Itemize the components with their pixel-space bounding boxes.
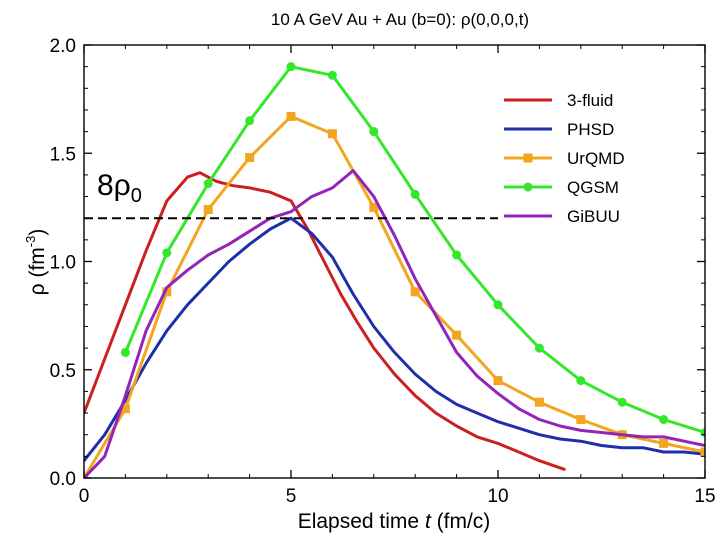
data-point-urqmd [245, 153, 255, 163]
data-point-qgsm [452, 250, 462, 260]
data-point-qgsm [659, 415, 669, 425]
legend-marker-qgsm [523, 182, 533, 192]
data-point-urqmd [203, 205, 213, 215]
series-line-phsd [84, 216, 705, 463]
data-point-qgsm [162, 248, 172, 258]
series-line-urqmd [84, 114, 705, 478]
data-point-urqmd [493, 376, 503, 386]
series-line-gibuu [84, 169, 705, 478]
data-point-urqmd [659, 438, 669, 448]
legend-label-qgsm: QGSM [567, 178, 619, 197]
x-tick-label: 10 [487, 486, 508, 507]
data-point-qgsm [369, 127, 379, 137]
legend-label-urqmd: UrQMD [567, 149, 625, 168]
data-point-qgsm [120, 347, 130, 357]
data-point-qgsm [327, 70, 337, 80]
legend-marker-urqmd [523, 153, 533, 163]
data-point-qgsm [245, 116, 255, 126]
y-tick-label: 2.0 [50, 36, 76, 57]
legend-label-phsd: PHSD [567, 120, 614, 139]
y-tick-label: 0.0 [50, 469, 76, 490]
x-tick-label: 0 [79, 486, 90, 507]
y-axis-label: ρ (fm-3) [23, 229, 49, 296]
data-point-urqmd [120, 404, 130, 414]
data-point-qgsm [410, 189, 420, 199]
data-point-urqmd [162, 287, 172, 297]
data-point-urqmd [700, 447, 705, 457]
data-point-qgsm [534, 343, 544, 353]
reference-line-label: 8ρ0 [97, 169, 142, 207]
y-tick-label: 0.5 [50, 361, 76, 382]
data-point-urqmd [327, 129, 337, 139]
data-point-urqmd [576, 415, 586, 425]
data-point-urqmd [369, 202, 379, 212]
data-point-qgsm [286, 62, 296, 72]
y-tick-label: 1.5 [50, 144, 76, 165]
legend-label-gibuu: GiBUU [567, 207, 620, 226]
data-point-qgsm [493, 300, 503, 310]
chart-title: 10 A GeV Au + Au (b=0): ρ(0,0,0,t) [271, 10, 529, 29]
data-point-urqmd [286, 111, 296, 121]
y-tick-label: 1.0 [50, 253, 76, 274]
series-layer [84, 62, 705, 478]
x-axis-label: Elapsed time t (fm/c) [298, 510, 491, 533]
legend-label-3-fluid: 3-fluid [567, 91, 613, 110]
legend: 3-fluid PHSD UrQMD QGSM GiBUU [504, 91, 625, 226]
data-point-urqmd [534, 397, 544, 407]
axis-ticks: 0 5 10 15 0.0 0.5 1.0 1.5 2.0 [50, 36, 716, 507]
data-point-urqmd [452, 330, 462, 340]
data-point-qgsm [617, 397, 627, 407]
data-point-qgsm [576, 376, 586, 386]
x-tick-label: 5 [286, 486, 297, 507]
series-line-3-fluid [84, 171, 566, 471]
data-point-qgsm [203, 179, 213, 189]
x-tick-label: 15 [694, 486, 715, 507]
data-point-urqmd [410, 287, 420, 297]
